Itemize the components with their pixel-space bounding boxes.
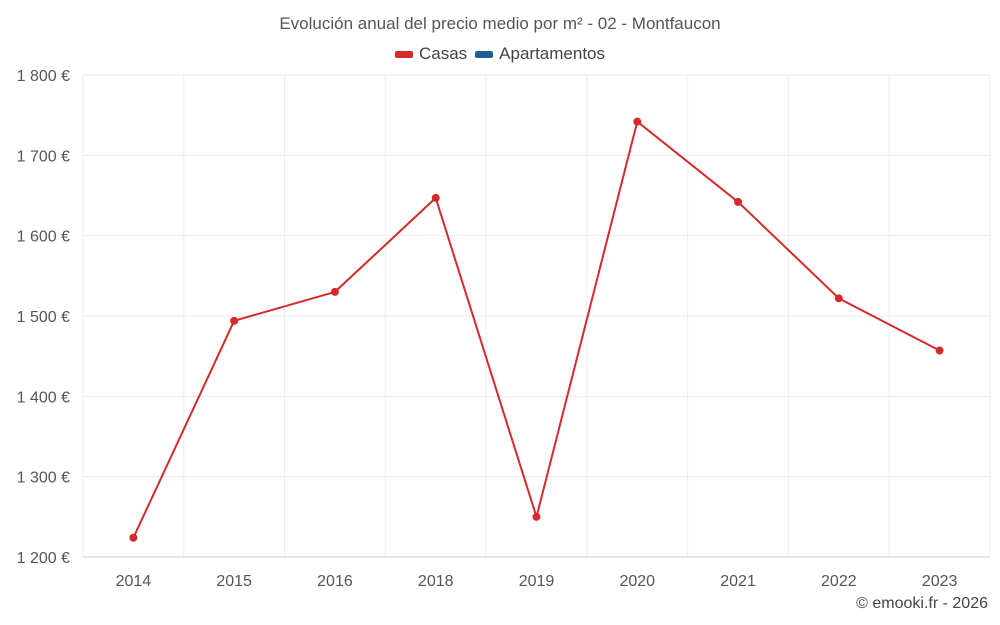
data-point <box>834 294 843 303</box>
x-tick-label: 2021 <box>720 573 756 590</box>
x-tick-label: 2023 <box>922 573 958 590</box>
legend: Casas Apartamentos <box>0 44 1000 64</box>
data-point <box>532 512 541 521</box>
axes: 1 200 € 1 300 € 1 400 € 1 500 € 1 600 € 1 700… <box>17 68 990 590</box>
legend-swatch-apartamentos <box>475 50 494 58</box>
legend-label-casas: Casas <box>418 44 468 63</box>
y-tick-label: 1 200 € <box>17 550 70 567</box>
y-tick-label: 1 800 € <box>17 68 70 85</box>
y-tick-label: 1 300 € <box>17 470 70 487</box>
y-tick-label: 1 600 € <box>17 229 70 246</box>
x-tick-label: 2018 <box>418 573 454 590</box>
chart-title: Evolución anual del precio medio por m² … <box>279 14 721 33</box>
data-point <box>734 197 743 206</box>
grid-lines <box>82 74 991 557</box>
legend-label-apartamentos: Apartamentos <box>499 44 606 63</box>
series-line <box>132 120 941 539</box>
legend-item-casas[interactable]: Casas <box>394 44 468 64</box>
data-point <box>431 193 440 202</box>
x-tick-label: 2022 <box>821 573 857 590</box>
y-tick-label: 1 700 € <box>17 148 70 165</box>
series-casas <box>129 117 944 542</box>
data-point <box>230 316 239 325</box>
legend-swatch-casas <box>394 50 413 58</box>
data-point <box>633 117 642 126</box>
footer-credit: © emooki.fr - 2026 <box>856 595 988 612</box>
x-tick-label: 2015 <box>216 573 252 590</box>
data-point <box>935 346 944 355</box>
data-point <box>330 287 339 296</box>
x-tick-label: 2016 <box>317 573 353 590</box>
legend-item-apartamentos[interactable]: Apartamentos <box>475 44 605 64</box>
x-tick-label: 2020 <box>619 573 655 590</box>
data-point <box>129 533 138 542</box>
x-tick-label: 2019 <box>519 573 555 590</box>
y-tick-label: 1 500 € <box>17 309 70 326</box>
x-tick-label: 2014 <box>116 573 152 590</box>
y-tick-label: 1 400 € <box>17 389 70 406</box>
